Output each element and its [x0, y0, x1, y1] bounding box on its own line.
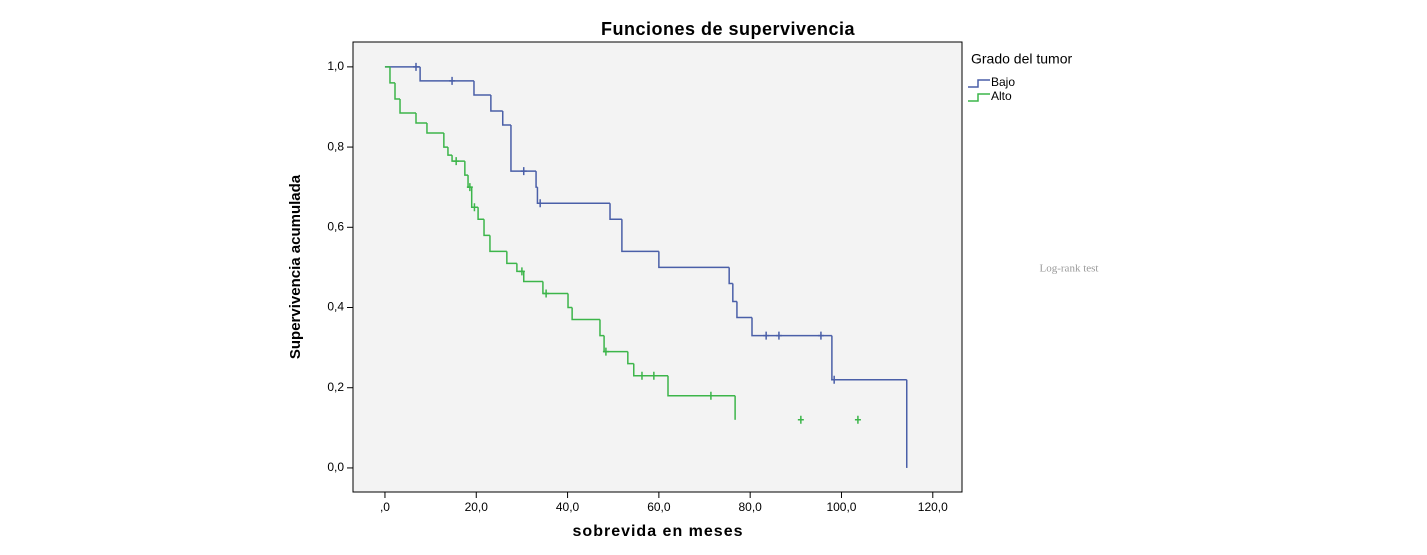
annotation: Log-rank test [1040, 263, 1099, 275]
step-segment [399, 98, 416, 114]
x-tick-label: 60,0 [647, 500, 671, 514]
y-tick-label: 0,6 [327, 219, 344, 233]
step-segment [443, 133, 448, 148]
censor-mark [817, 331, 824, 340]
step-segment [736, 301, 752, 319]
step-segment [426, 123, 444, 134]
step-segment [415, 112, 427, 124]
y-tick-label: 0,0 [327, 460, 344, 474]
step-segment [447, 147, 453, 156]
step-segment [542, 281, 569, 295]
censor-mark [449, 76, 456, 85]
censor-mark [466, 183, 473, 192]
x-tick-label: 100,0 [826, 500, 856, 514]
step-segment [599, 319, 605, 337]
censor-mark [707, 391, 714, 400]
censor-mark [537, 199, 544, 208]
censor-mark [831, 375, 838, 384]
step-segment [477, 207, 485, 221]
step-segment [627, 351, 634, 365]
step-segment [732, 283, 737, 303]
legend-swatch [968, 93, 990, 102]
step-segment [389, 66, 395, 84]
step-segment [571, 307, 600, 321]
censor-mark [854, 415, 861, 424]
step-segment [535, 171, 538, 188]
censor-mark [543, 289, 550, 298]
y-tick-label: 0,2 [327, 380, 344, 394]
censor-mark [638, 371, 645, 380]
step-segment [464, 161, 469, 176]
x-tick-label: 40,0 [556, 500, 580, 514]
step-segment [506, 251, 517, 265]
x-tick-label: 120,0 [918, 500, 948, 514]
step-segment [501, 110, 511, 126]
step-segment [567, 293, 573, 309]
y-tick-label: 0,4 [327, 300, 344, 314]
censor-mark [453, 157, 460, 166]
step-segment [394, 82, 401, 100]
censor-mark [518, 267, 525, 276]
step-segment [473, 80, 491, 96]
step-segment [510, 125, 537, 172]
censor-mark [763, 331, 770, 340]
censor-mark [471, 203, 478, 212]
x-tick-label: 80,0 [738, 500, 762, 514]
step-segment [621, 219, 659, 253]
step-segment [728, 267, 733, 285]
censor-mark [797, 415, 804, 424]
censor-mark [650, 371, 657, 380]
chart-title: Funciones de supervivencia [601, 19, 856, 39]
step-segment [609, 203, 622, 221]
step-segment [419, 66, 474, 82]
y-axis-label: Supervivencia acumulada [287, 174, 304, 359]
x-axis-label: sobrevida en meses [573, 523, 744, 540]
step-segment [483, 219, 490, 237]
step-segment [522, 271, 543, 283]
step-segment [489, 235, 507, 253]
legend-label: Bajo [991, 75, 1015, 89]
x-tick-label: ,0 [380, 500, 390, 514]
step-segment [451, 155, 465, 162]
step-segment [658, 251, 730, 269]
y-tick-label: 0,8 [327, 139, 344, 153]
censor-mark [520, 167, 527, 176]
plot-background [352, 41, 963, 493]
step-segment [490, 94, 503, 112]
x-tick-label: 20,0 [465, 500, 489, 514]
y-tick-label: 1,0 [327, 59, 344, 73]
legend-swatch [968, 79, 990, 88]
step-segment [751, 317, 832, 337]
legend-label: Alto [991, 89, 1012, 103]
censor-mark [602, 347, 609, 356]
censor-mark [775, 331, 782, 340]
legend-title: Grado del tumor [971, 51, 1072, 67]
censor-mark [413, 62, 419, 71]
